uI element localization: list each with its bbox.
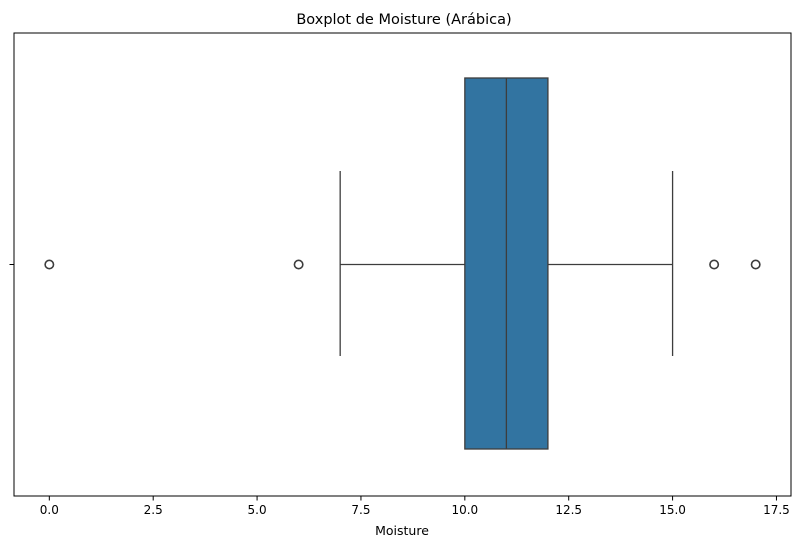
x-tick-label: 5.0: [248, 503, 267, 517]
x-axis-ticks: 0.0 2.5 5.0 7.5 10.0 12.5 15.0 17.5: [40, 496, 790, 517]
x-tick-label: 2.5: [144, 503, 163, 517]
x-tick-label: 12.5: [555, 503, 582, 517]
x-tick-label: 17.5: [763, 503, 790, 517]
x-tick-label: 15.0: [659, 503, 686, 517]
x-tick-label: 7.5: [351, 503, 370, 517]
x-axis-label: Moisture: [375, 523, 429, 538]
outlier-point: [293, 259, 304, 270]
chart-title: Boxplot de Moisture (Arábica): [296, 12, 511, 28]
outlier-point: [709, 259, 720, 270]
x-tick-label: 10.0: [451, 503, 478, 517]
x-tick-label: 0.0: [40, 503, 59, 517]
outlier-point: [750, 259, 761, 270]
outlier-point: [44, 259, 55, 270]
plot-area: [44, 77, 761, 450]
